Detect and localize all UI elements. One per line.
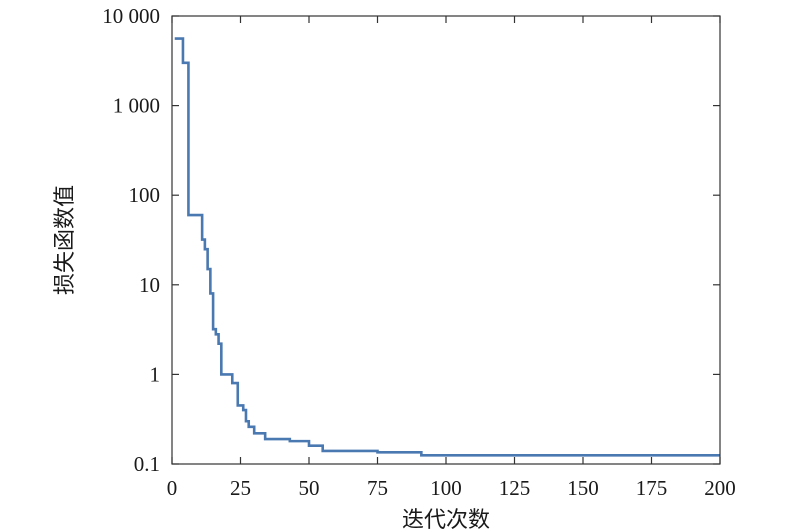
x-tick-label: 75: [367, 476, 388, 500]
x-tick-label: 50: [299, 476, 320, 500]
y-tick-label: 10 000: [102, 4, 160, 28]
x-tick-label: 200: [704, 476, 736, 500]
x-axis-ticks: 0 25 50 75 100 125 150 175 200: [167, 16, 736, 500]
x-tick-label: 25: [230, 476, 251, 500]
y-tick-label: 1: [150, 362, 161, 386]
series-line: [174, 37, 720, 457]
x-axis-title: 迭代次数: [402, 508, 490, 532]
y-axis-title: 损失函数值: [53, 185, 78, 295]
plot-area: [174, 37, 720, 457]
y-tick-label: 1 000: [113, 94, 160, 118]
x-tick-label: 100: [430, 476, 462, 500]
y-tick-label: 0.1: [134, 452, 160, 476]
y-tick-label: 10: [139, 273, 160, 297]
y-axis-ticks: 0.1 1 10 100 1 000 10 000: [102, 4, 720, 476]
x-tick-label: 175: [636, 476, 668, 500]
x-tick-label: 150: [567, 476, 599, 500]
x-tick-label: 125: [499, 476, 531, 500]
plot-frame: [171, 15, 721, 465]
x-tick-label: 0: [167, 476, 178, 500]
y-tick-label: 100: [129, 183, 161, 207]
